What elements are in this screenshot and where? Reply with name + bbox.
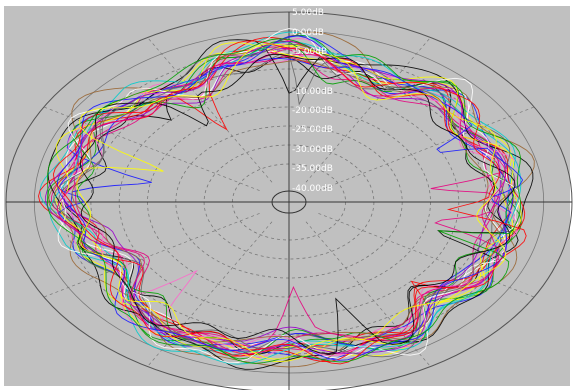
radial-tick-label: -40.00dB	[292, 184, 333, 194]
series-line-23	[71, 60, 501, 343]
series-line-10	[63, 47, 501, 342]
series-line-16	[38, 37, 526, 362]
grid-spoke	[147, 221, 273, 367]
series-line-12	[57, 53, 516, 356]
grid-spoke	[318, 106, 535, 191]
series-line-25	[56, 47, 507, 355]
series-line-13	[51, 53, 508, 355]
series-line-29	[46, 38, 521, 364]
radial-tick-label: 5.00dB	[292, 8, 324, 18]
radial-tick-label: -20.00dB	[292, 106, 333, 116]
grid-spoke	[305, 221, 431, 367]
grid-spoke	[305, 37, 431, 183]
series-line-27	[79, 53, 516, 354]
grid-spoke	[43, 213, 260, 298]
grid-spoke	[147, 37, 273, 183]
series-line-24	[53, 43, 511, 358]
radial-tick-label: 0.00dB	[292, 28, 324, 38]
series-line-20	[49, 41, 522, 365]
radial-tick-label: -25.00dB	[292, 125, 333, 135]
series-line-21	[57, 28, 521, 364]
series-group	[38, 28, 535, 370]
series-line-28	[52, 40, 527, 365]
series-line-30	[76, 43, 507, 360]
radial-tick-label: -30.00dB	[292, 145, 333, 155]
radial-tick-label: -5.00dB	[292, 47, 327, 57]
radial-tick-label: -10.00dB	[292, 87, 333, 97]
radial-tick-labels: 5.00dB 0.00dB -5.00dB -10.00dB -20.00dB -25.0…	[292, 8, 333, 194]
radial-tick-label: -35.00dB	[292, 164, 333, 174]
